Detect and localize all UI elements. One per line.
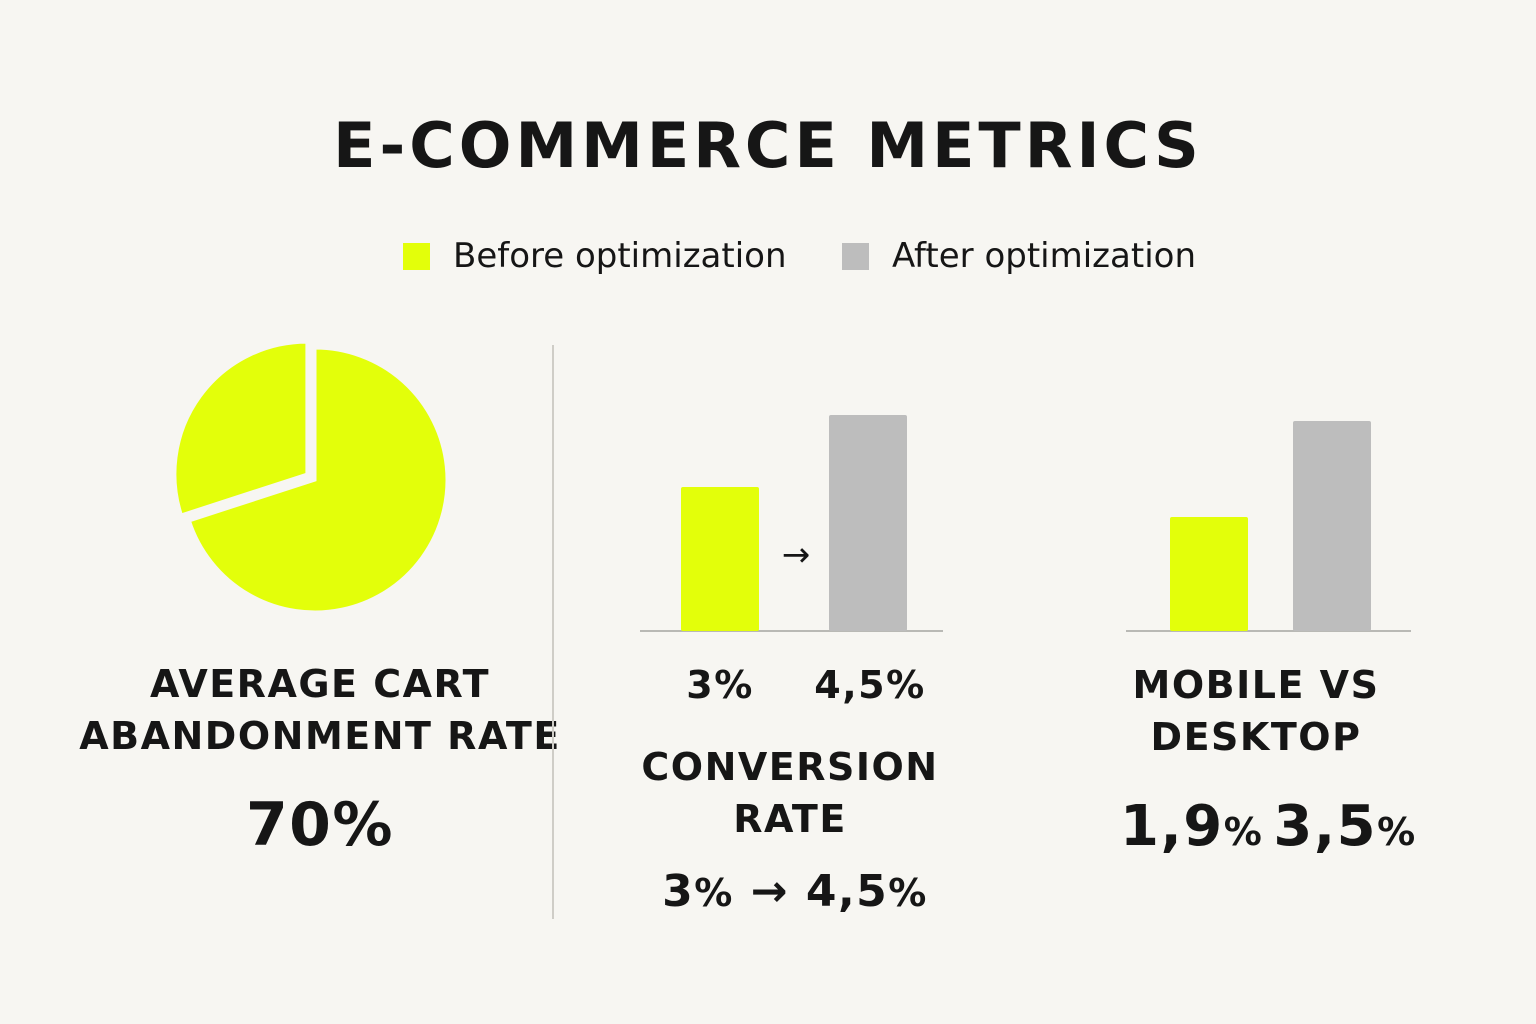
pie-slice-0	[187, 346, 449, 614]
conversion-tick-before-number: 3	[686, 663, 715, 707]
mobile-value-percent: %	[1223, 810, 1264, 854]
conversion-tick-label-after: 4,5%	[800, 660, 940, 710]
legend-item-after: After optimization	[842, 232, 1196, 280]
legend-label-after: After optimization	[892, 236, 1196, 276]
panel-divider	[552, 345, 554, 919]
legend-item-before: Before optimization	[403, 232, 787, 280]
mobile-vs-desktop-bar-chart	[1126, 421, 1411, 632]
conversion-tick-label-before: 3%	[660, 660, 780, 710]
bar-after	[829, 415, 907, 631]
conversion-rate-bar-chart: →	[640, 415, 943, 632]
legend-label-before: Before optimization	[453, 236, 787, 276]
bar-after	[1293, 421, 1371, 631]
pie-value-label: 70%	[245, 790, 395, 860]
conversion-tick-before-percent: %	[714, 663, 754, 707]
mobile-value-number: 1,9	[1120, 794, 1224, 859]
pie-title-line2: ABANDONMENT RATE	[79, 714, 561, 758]
desktop-value-number: 3,5	[1273, 794, 1378, 859]
mobile-value-label: 1,9%	[1120, 792, 1262, 867]
conversion-tick-after-number: 4,5	[814, 663, 887, 707]
page-title: E-COMMERCE METRICS	[333, 109, 1203, 182]
legend-swatch-after	[842, 242, 869, 270]
bar-before	[681, 487, 759, 631]
conversion-summary-after-number: 4,5	[805, 866, 889, 917]
legend: Before optimization After optimization	[0, 232, 1536, 280]
conversion-summary-before-number: 3	[662, 866, 695, 917]
desktop-value-label: 3,5%	[1270, 792, 1420, 867]
mobile-desktop-title-line1: MOBILE VS	[1132, 663, 1380, 707]
conversion-summary-before-percent: %	[694, 871, 734, 915]
legend-swatch-before	[403, 242, 430, 270]
conversion-summary-arrow: →	[750, 866, 790, 917]
arrow-icon: →	[782, 535, 811, 575]
mobile-desktop-title-line2: DESKTOP	[1150, 715, 1362, 759]
desktop-value-percent: %	[1377, 810, 1417, 854]
bar-before	[1170, 517, 1248, 631]
pie-title-line1: AVERAGE CART	[149, 662, 491, 706]
conversion-title-line2: RATE	[733, 797, 847, 841]
conversion-summary-after-percent: %	[888, 871, 928, 915]
conversion-summary: 3% → 4,5%	[590, 864, 1000, 921]
conversion-title-line1: CONVERSION	[641, 745, 939, 789]
cart-abandonment-pie-chart	[173, 340, 449, 614]
pie-slice-1	[173, 340, 309, 517]
conversion-tick-after-percent: %	[886, 663, 926, 707]
